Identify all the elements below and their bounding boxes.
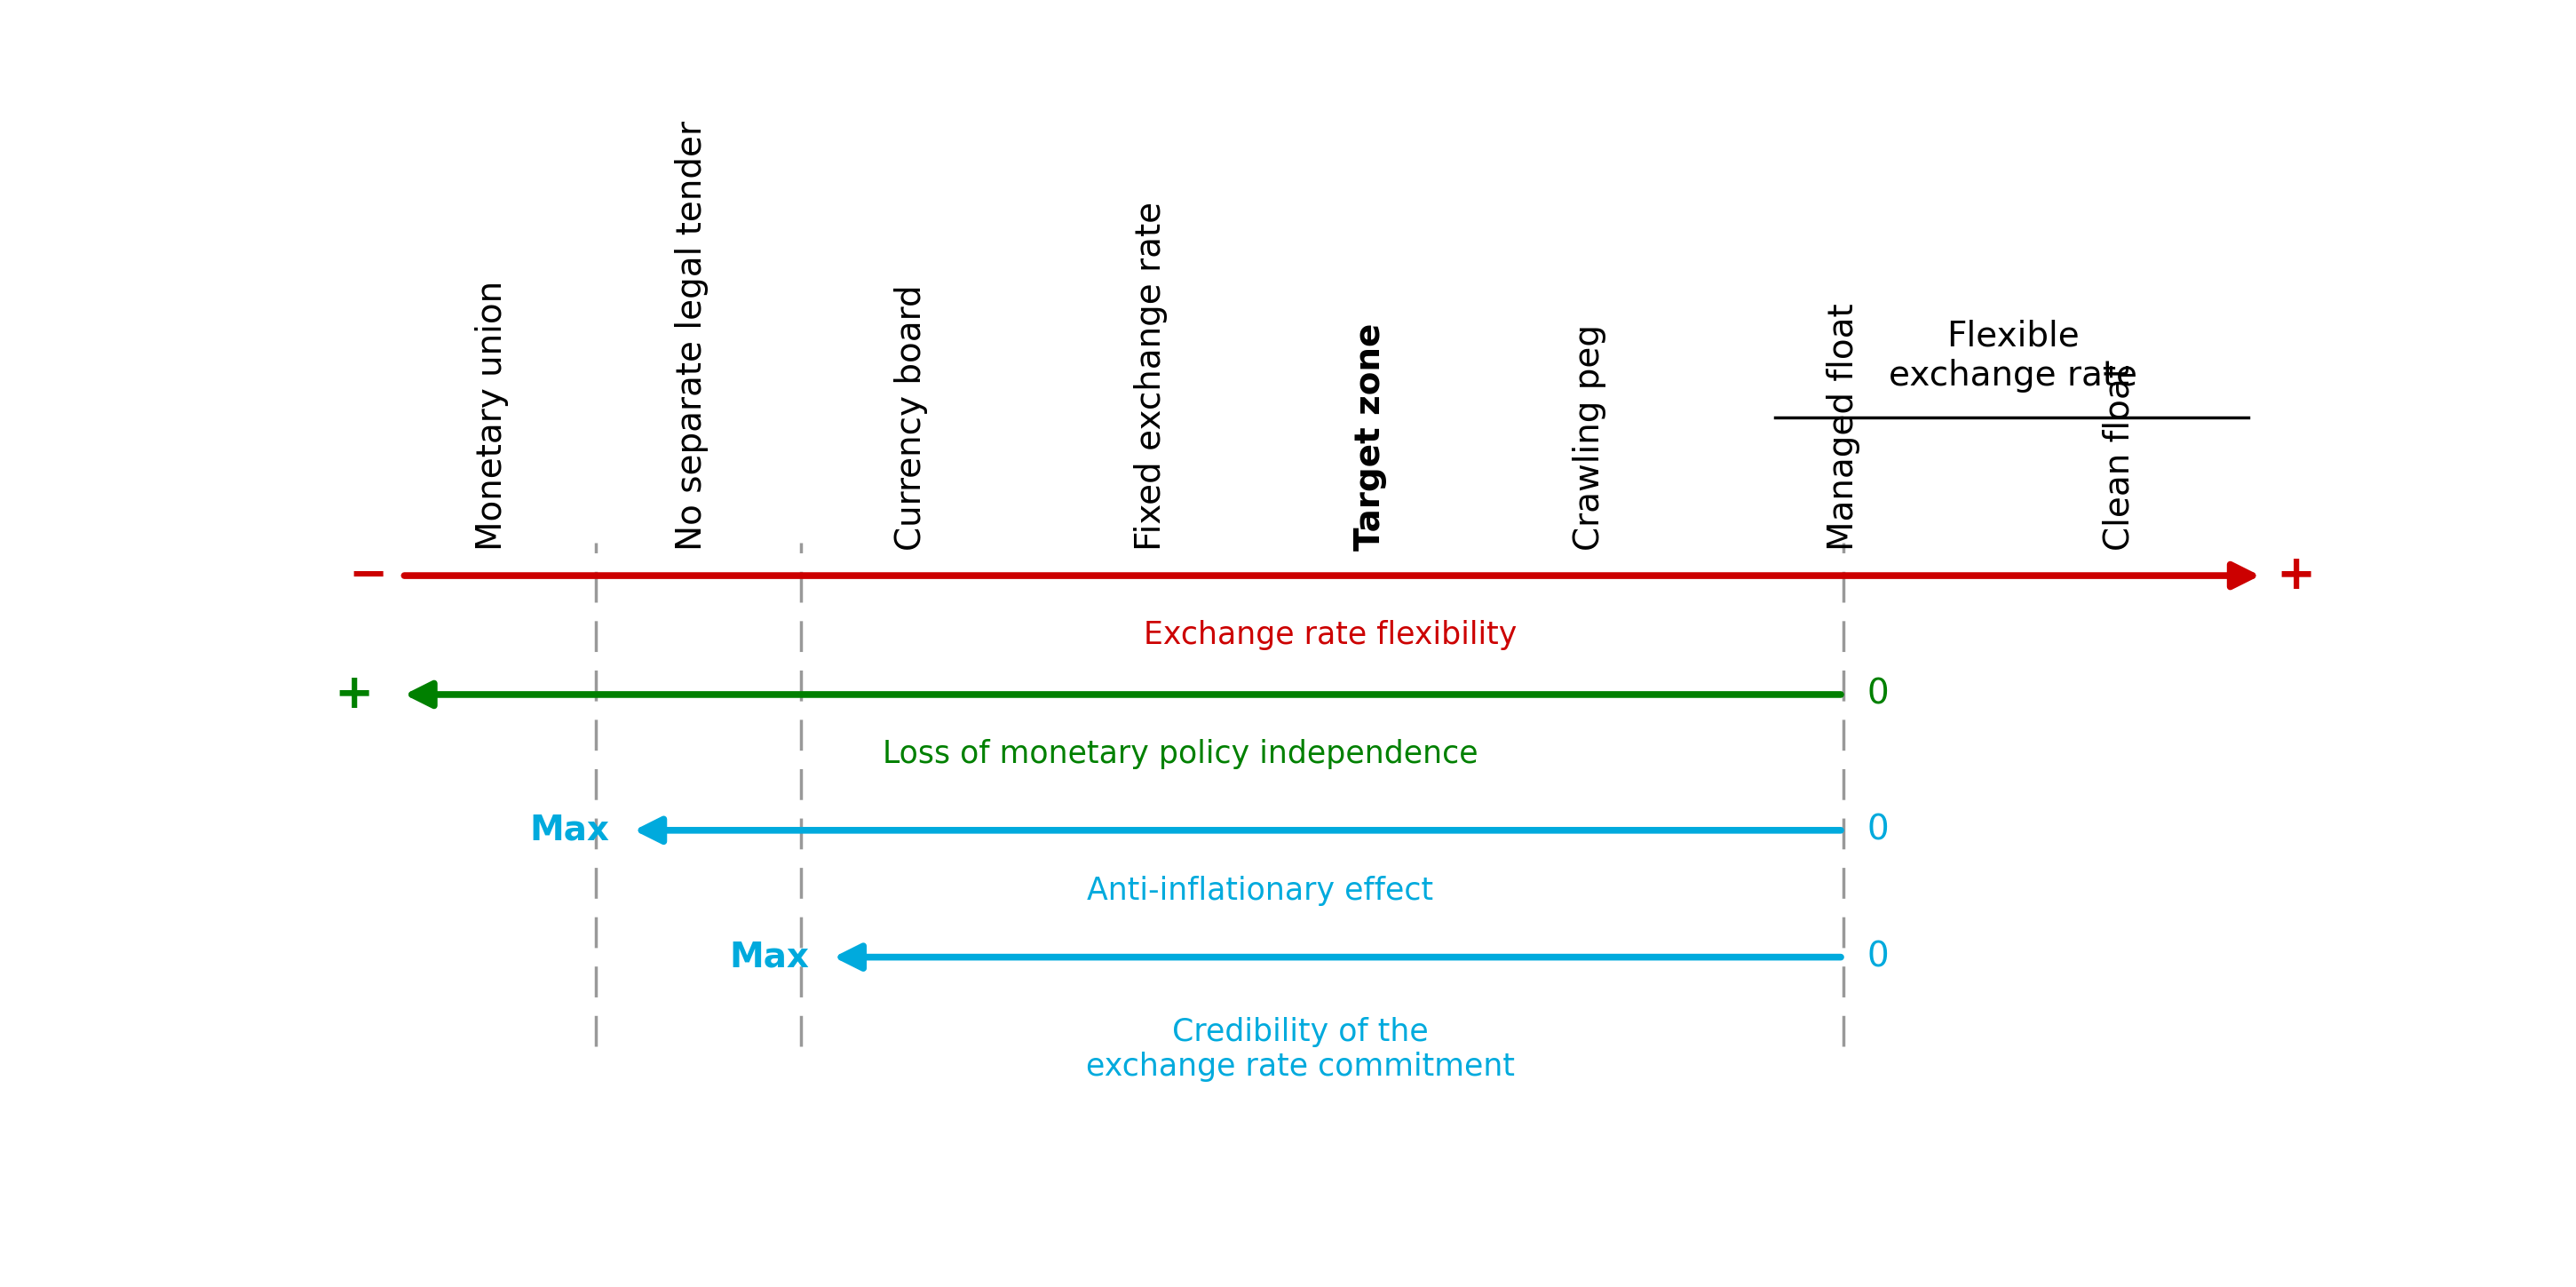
Text: Max: Max	[729, 941, 809, 974]
Text: Monetary union: Monetary union	[474, 281, 507, 551]
Text: Loss of monetary policy independence: Loss of monetary policy independence	[884, 739, 1479, 770]
Text: 0: 0	[1868, 941, 1888, 974]
Text: Exchange rate flexibility: Exchange rate flexibility	[1144, 620, 1517, 650]
Text: Anti-inflationary effect: Anti-inflationary effect	[1087, 876, 1432, 906]
Text: −: −	[348, 552, 389, 598]
Text: Crawling peg: Crawling peg	[1574, 324, 1607, 551]
Text: 0: 0	[1868, 813, 1888, 847]
Text: Flexible
exchange rate: Flexible exchange rate	[1888, 319, 2138, 393]
Text: Max: Max	[531, 813, 611, 847]
Text: 0: 0	[1868, 678, 1888, 712]
Text: Managed float: Managed float	[1826, 304, 1860, 551]
Text: Currency board: Currency board	[894, 284, 927, 551]
Text: No separate legal tender: No separate legal tender	[675, 121, 708, 551]
Text: +: +	[2277, 552, 2316, 598]
Text: Target zone: Target zone	[1352, 323, 1386, 551]
Text: Fixed exchange rate: Fixed exchange rate	[1133, 202, 1167, 551]
Text: +: +	[335, 672, 374, 718]
Text: Clean float: Clean float	[2102, 364, 2136, 551]
Text: Credibility of the
exchange rate commitment: Credibility of the exchange rate commitm…	[1087, 1017, 1515, 1082]
